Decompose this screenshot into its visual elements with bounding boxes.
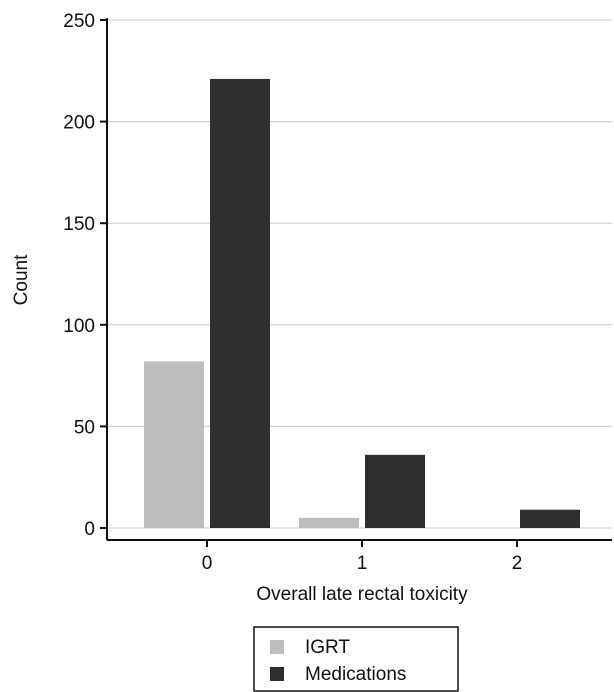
x-axis-title: Overall late rectal toxicity (256, 584, 468, 605)
x-tick-label: 0 (202, 553, 213, 574)
bars (144, 78, 580, 528)
y-ticks: 0 50 100 150 200 250 (63, 11, 107, 540)
bar-medications-1 (365, 454, 425, 528)
bar-igrt-1 (299, 517, 359, 528)
y-tick-label: 200 (63, 113, 95, 134)
x-tick-label: 1 (357, 553, 368, 574)
y-tick-label: 100 (63, 316, 95, 337)
bar-medications-2 (520, 509, 580, 528)
x-ticks: 0 1 2 (202, 540, 523, 574)
y-tick-label: 0 (84, 519, 95, 540)
legend-swatch-medications (270, 667, 284, 681)
y-tick-label: 50 (74, 417, 95, 438)
legend: IGRT Medications (253, 626, 459, 692)
x-tick-label: 2 (512, 553, 523, 574)
legend-label-igrt: IGRT (305, 637, 350, 658)
y-tick-label: 150 (63, 214, 95, 235)
legend-label-medications: Medications (305, 664, 406, 685)
bar-medications-0 (210, 78, 270, 528)
legend-box (253, 626, 459, 692)
legend-swatch-igrt (270, 640, 284, 654)
y-tick-label: 250 (63, 11, 95, 32)
bar-igrt-0 (144, 361, 204, 528)
y-axis-title: Count (11, 254, 32, 305)
